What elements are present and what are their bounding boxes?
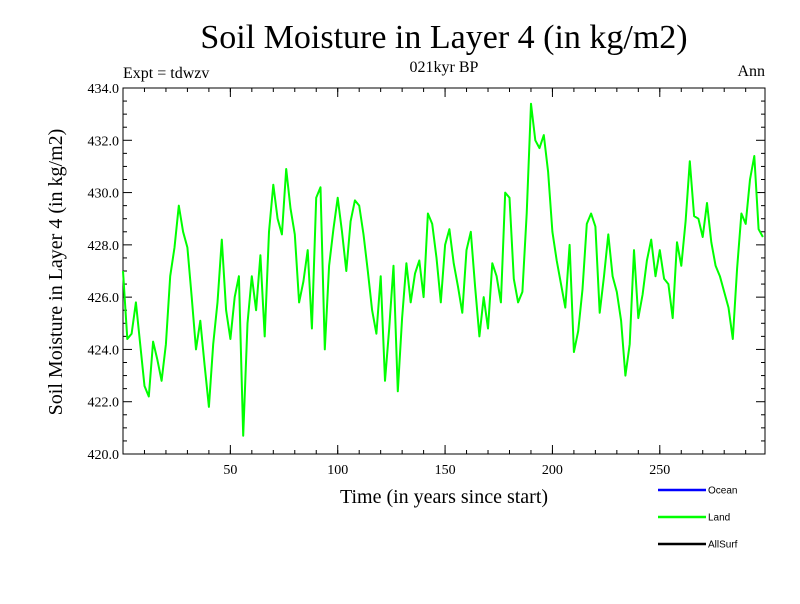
x-tick-label: 100 xyxy=(327,463,348,478)
series-lines xyxy=(122,102,764,437)
legend-label-land: Land xyxy=(708,513,730,524)
y-tick-label: 426.0 xyxy=(88,291,120,306)
series-line-land xyxy=(122,102,764,437)
y-tick-label: 432.0 xyxy=(88,134,120,149)
y-tick-label: 424.0 xyxy=(88,343,120,358)
period-label: Ann xyxy=(737,63,765,80)
x-axis-label: Time (in years since start) xyxy=(340,486,548,508)
y-tick-label: 434.0 xyxy=(88,82,120,97)
y-tick-label: 422.0 xyxy=(88,396,120,411)
legend-label-allsurf: AllSurf xyxy=(708,540,738,551)
y-tick-label: 430.0 xyxy=(88,187,120,202)
legend: Ocean Land AllSurf xyxy=(658,486,738,551)
x-tick-label: 150 xyxy=(435,463,456,478)
axes: 50 100 150 200 250 420.0 422.0 424.0 426.0 428.0 4… xyxy=(88,82,766,478)
y-tick-label: 428.0 xyxy=(88,239,120,254)
x-tick-label: 250 xyxy=(649,463,670,478)
experiment-label: Expt = tdwzv xyxy=(123,65,209,82)
x-tick-label: 200 xyxy=(542,463,563,478)
x-tick-label: 50 xyxy=(223,463,237,478)
legend-label-ocean: Ocean xyxy=(708,486,737,497)
chart-title: Soil Moisture in Layer 4 (in kg/m2) xyxy=(200,19,687,56)
y-tick-label: 420.0 xyxy=(88,448,120,463)
chart-subtitle: 021kyr BP xyxy=(410,59,479,76)
y-axis-label: Soil Moisture in Layer 4 (in kg/m2) xyxy=(45,129,67,416)
